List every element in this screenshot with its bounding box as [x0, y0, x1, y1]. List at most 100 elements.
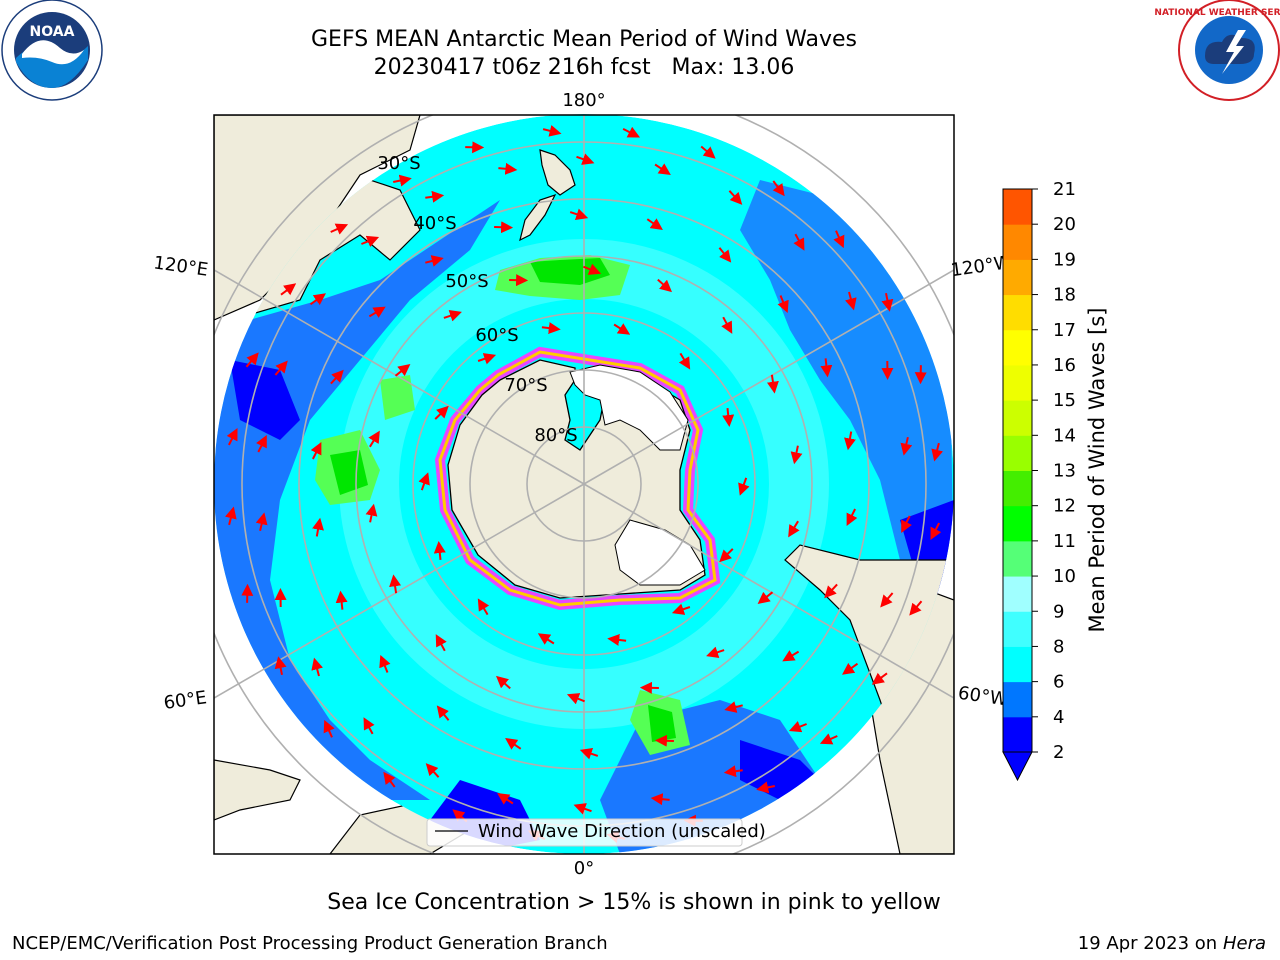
wind-wave-arrow [777, 295, 789, 314]
wind-wave-arrow [793, 233, 805, 251]
wind-wave-arrow [718, 247, 732, 263]
footer-host: Hera [1222, 933, 1266, 954]
colorbar-segment [1003, 540, 1032, 577]
colorbar-tick-label: 6 [1053, 672, 1064, 693]
lon-label-top: 180° [562, 90, 605, 111]
wind-wave-arrow [700, 145, 716, 159]
wind-wave-arrow [650, 793, 670, 806]
wind-wave-arrow [335, 590, 348, 610]
wind-wave-arrow [930, 522, 942, 541]
caption: Sea Ice Concentration > 15% is shown in … [327, 890, 941, 915]
colorbar-tick-label: 20 [1053, 214, 1076, 235]
wind-wave-arrow [225, 506, 237, 526]
wind-wave-arrow [363, 717, 375, 735]
colorbar-tick-label: 9 [1053, 601, 1064, 622]
colorbar-segment [1003, 435, 1032, 471]
colorbar-tick-label: 13 [1053, 461, 1076, 482]
wind-wave-arrow [824, 583, 838, 599]
wind-wave-arrow [309, 293, 326, 306]
wind-wave-arrow [766, 374, 779, 394]
colorbar-segment [1003, 681, 1032, 718]
wind-wave-arrow [845, 291, 857, 311]
wind-wave-arrow [368, 430, 380, 448]
footer-date-text: 19 Apr 2023 on [1077, 933, 1223, 954]
colorbar-tick-label: 12 [1053, 496, 1076, 517]
wind-wave-arrow [330, 223, 349, 235]
wind-wave-arrow [671, 603, 691, 615]
colorbar-segment [1003, 716, 1032, 753]
colorbar-segment [1003, 259, 1032, 296]
wind-wave-arrow [433, 541, 446, 561]
green-patch-west-2 [380, 375, 415, 420]
wind-wave-arrow [394, 363, 411, 377]
colorbar-tick-label: 19 [1053, 249, 1076, 270]
lat-label-40s: 40°S [413, 213, 456, 234]
wind-wave-arrow [443, 310, 462, 322]
noaa-logo-text: NOAA [30, 24, 75, 40]
green-core-west [330, 450, 368, 495]
colorbar-tick-label: 17 [1053, 320, 1076, 341]
wind-wave-arrow [425, 763, 440, 778]
wind-wave-arrow [900, 436, 913, 456]
wind-wave-arrow [418, 472, 430, 491]
wind-wave-arrow [498, 162, 518, 175]
wind-wave-arrow [772, 180, 785, 197]
map-frame [213, 114, 955, 855]
colorbar-segment [1003, 294, 1032, 331]
wind-wave-arrow [573, 803, 592, 815]
lon-label-bottom: 0° [574, 858, 594, 879]
wind-wave-arrow [256, 435, 267, 453]
wind-wave-arrow [819, 733, 838, 745]
wind-wave-arrow [310, 442, 322, 460]
wind-wave-arrow [724, 701, 743, 713]
wind-wave-arrow [844, 431, 856, 451]
legend-label: Wind Wave Direction (unscaled) [478, 821, 766, 842]
wind-wave-arrow [496, 675, 511, 690]
nws-logo: NATIONAL WEATHER SERVICE [1154, 0, 1280, 101]
wind-wave-arrow [728, 190, 743, 205]
wind-wave-arrow [622, 126, 641, 138]
colorbar-tick-label: 4 [1053, 707, 1064, 728]
wind-wave-arrow [541, 322, 561, 335]
colorbar-segment [1003, 329, 1032, 366]
wind-wave-arrow [274, 656, 287, 676]
wind-wave-arrow [330, 369, 344, 385]
green-core-south [648, 705, 676, 742]
wind-wave-arrow [477, 598, 490, 616]
wind-wave-arrow [757, 591, 774, 605]
footer-date: 19 Apr 2023 on Hera [1078, 933, 1266, 954]
wind-wave-arrow [477, 353, 497, 365]
wind-wave-arrow [579, 748, 599, 760]
colorbar-tick-label: 2 [1053, 742, 1064, 763]
wind-wave-arrow [226, 427, 238, 446]
wind-wave-arrow [871, 672, 888, 685]
wind-wave-arrow [646, 218, 663, 231]
colorbar-tick-label: 21 [1053, 179, 1076, 200]
wind-wave-arrow [245, 352, 259, 368]
wind-wave-arrow [566, 693, 585, 705]
wind-wave-arrow [931, 442, 943, 462]
wind-wave-arrow [756, 781, 776, 794]
colorbar-under-arrow [1002, 751, 1033, 782]
wind-wave-arrow [722, 407, 735, 427]
wind-wave-arrow [901, 515, 912, 533]
lon-label-upper-left: 120°E [152, 252, 209, 280]
wind-wave-arrow [379, 654, 391, 673]
wind-wave-arrow [497, 792, 514, 805]
wind-wave-arrow [654, 163, 671, 176]
wind-wave-arrow [782, 650, 800, 662]
colorbar-segment [1003, 364, 1032, 401]
colorbar-tick-label: 15 [1053, 390, 1076, 411]
wind-wave-arrow [738, 477, 750, 496]
lat-label-30s: 30°S [377, 153, 420, 174]
colorbar-tick-label: 11 [1053, 531, 1076, 552]
colorbar-tick-label: 18 [1053, 285, 1076, 306]
colorbar-segment [1003, 189, 1032, 225]
wind-wave-arrow [583, 263, 602, 275]
wind-wave-arrow [361, 235, 380, 247]
chart-title: GEFS MEAN Antarctic Mean Period of Wind … [311, 27, 857, 52]
wind-wave-arrow [365, 503, 378, 523]
colorbar-segment [1003, 646, 1032, 683]
wind-wave-arrow [613, 323, 631, 335]
